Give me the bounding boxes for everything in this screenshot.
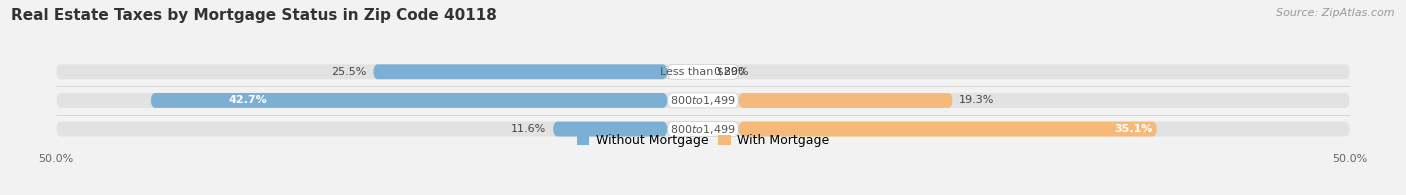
FancyBboxPatch shape	[373, 64, 668, 79]
Text: 0.29%: 0.29%	[713, 67, 749, 77]
Text: 35.1%: 35.1%	[1115, 124, 1153, 134]
Legend: Without Mortgage, With Mortgage: Without Mortgage, With Mortgage	[576, 134, 830, 147]
Text: 19.3%: 19.3%	[959, 95, 994, 105]
Text: Source: ZipAtlas.com: Source: ZipAtlas.com	[1277, 8, 1395, 18]
FancyBboxPatch shape	[56, 64, 1350, 79]
FancyBboxPatch shape	[738, 93, 953, 108]
Text: Real Estate Taxes by Mortgage Status in Zip Code 40118: Real Estate Taxes by Mortgage Status in …	[11, 8, 498, 23]
Text: $800 to $1,499: $800 to $1,499	[671, 94, 735, 107]
FancyBboxPatch shape	[738, 122, 1157, 136]
Text: $800 to $1,499: $800 to $1,499	[671, 123, 735, 136]
Text: 42.7%: 42.7%	[228, 95, 267, 105]
FancyBboxPatch shape	[56, 122, 1350, 136]
FancyBboxPatch shape	[668, 93, 738, 108]
Text: 25.5%: 25.5%	[332, 67, 367, 77]
FancyBboxPatch shape	[56, 93, 1350, 108]
Text: Less than $800: Less than $800	[661, 67, 745, 77]
FancyBboxPatch shape	[150, 93, 668, 108]
FancyBboxPatch shape	[668, 64, 738, 79]
FancyBboxPatch shape	[668, 122, 738, 136]
FancyBboxPatch shape	[553, 122, 668, 136]
Text: 11.6%: 11.6%	[512, 124, 547, 134]
